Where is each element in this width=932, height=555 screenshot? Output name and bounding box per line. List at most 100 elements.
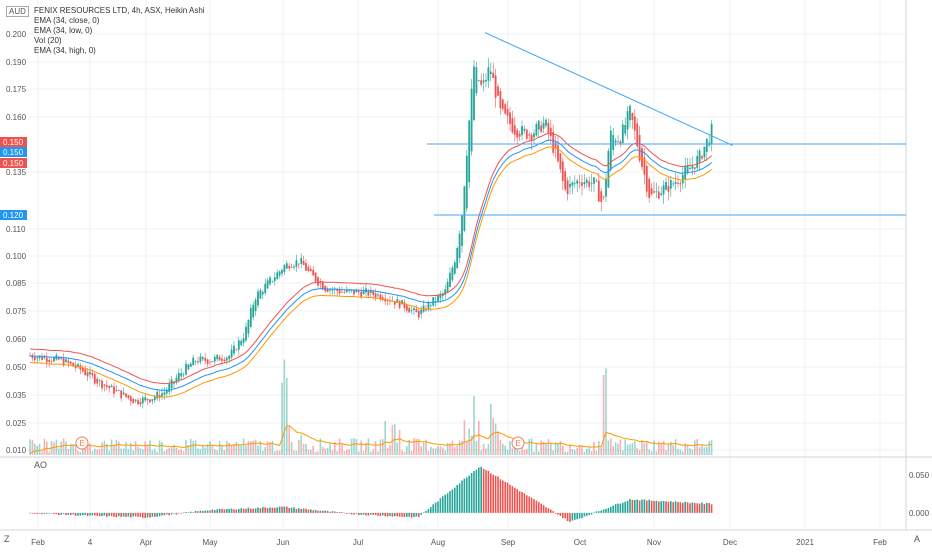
ao-bar xyxy=(610,506,612,513)
candle-body xyxy=(463,186,466,231)
candle-body xyxy=(230,349,233,358)
volume-bar xyxy=(590,451,593,455)
candle-body xyxy=(264,283,267,294)
candle-body xyxy=(209,361,211,363)
volume-bar xyxy=(578,444,581,455)
candles xyxy=(29,58,713,409)
ao-bar xyxy=(461,480,463,513)
ao-bar xyxy=(514,487,516,513)
volume-bar xyxy=(350,438,353,455)
ao-bar xyxy=(331,511,334,513)
ao-bar xyxy=(259,508,262,513)
ao-bar xyxy=(662,501,665,513)
volume-bar xyxy=(170,447,173,455)
ao-bar xyxy=(307,509,310,513)
volume-bar xyxy=(425,439,427,455)
ao-bar xyxy=(490,473,492,513)
ao-bar xyxy=(458,483,461,513)
candle-body xyxy=(110,385,113,388)
candle-body xyxy=(641,147,643,168)
ao-bar xyxy=(178,512,180,514)
volume-bar xyxy=(550,443,552,455)
price-badge-bg xyxy=(0,158,27,168)
x-tick-label: Feb xyxy=(873,538,887,547)
candle-body xyxy=(624,125,627,134)
candle-body xyxy=(401,300,403,305)
ao-bar xyxy=(161,512,163,516)
volume-bars xyxy=(29,359,713,455)
y-tick-label: 0.085 xyxy=(6,279,27,288)
legend-vol: Vol (20) xyxy=(34,36,62,45)
volume-bar xyxy=(72,444,74,455)
volume-bar xyxy=(67,448,70,455)
ao-bar xyxy=(82,512,84,516)
candle-body xyxy=(300,257,303,264)
y-tick-label: 0.010 xyxy=(6,446,27,455)
ao-bar xyxy=(466,477,468,513)
auto-scale-icon[interactable]: A xyxy=(914,534,921,544)
ema-high-line xyxy=(29,132,712,385)
volume-bar xyxy=(278,450,281,455)
ao-bar xyxy=(674,501,677,513)
ao-bar xyxy=(302,508,305,513)
candle-body xyxy=(141,397,144,404)
volume-bar xyxy=(646,441,648,455)
currency-label[interactable]: AUD xyxy=(6,6,29,17)
volume-bar xyxy=(182,451,185,455)
candle-body xyxy=(518,133,521,137)
candle-body xyxy=(67,360,70,363)
ao-bar xyxy=(348,512,350,514)
ao-bar xyxy=(324,510,326,513)
volume-bar xyxy=(518,450,521,455)
candle-body xyxy=(201,357,204,360)
candle-body xyxy=(504,104,507,114)
ao-bar xyxy=(60,512,62,515)
candle-body xyxy=(84,369,87,376)
volume-bar xyxy=(298,439,300,455)
ao-bar xyxy=(252,508,254,513)
candle-body xyxy=(545,119,547,126)
ao-bar xyxy=(545,507,547,513)
ao-bar xyxy=(235,509,238,513)
volume-bar xyxy=(480,450,482,455)
candle-body xyxy=(127,395,130,398)
ao-bar xyxy=(706,502,708,513)
ao-bar xyxy=(526,495,528,513)
volume-bar xyxy=(31,440,34,455)
candle-body xyxy=(619,141,622,145)
ao-bar xyxy=(36,512,38,514)
ao-bar xyxy=(691,502,694,513)
candle-body xyxy=(163,392,166,395)
y-tick-label: 0.050 xyxy=(6,363,27,372)
candle-body xyxy=(605,178,607,197)
volume-bar xyxy=(418,438,420,455)
ao-bar xyxy=(701,502,703,513)
volume-bar xyxy=(274,451,276,455)
volume-bar xyxy=(326,447,329,455)
volume-bar xyxy=(396,442,398,455)
y-axis-labels: 0.010 0.025 0.035 0.050 0.060 0.075 0.085 0.100… xyxy=(6,30,27,455)
candle-body xyxy=(552,131,555,153)
volume-bar xyxy=(516,449,518,455)
candle-body xyxy=(703,146,706,158)
ao-bar xyxy=(521,491,523,513)
volume-bar xyxy=(398,429,401,455)
candle-body xyxy=(573,183,576,185)
ao-bar xyxy=(158,512,161,517)
candle-body xyxy=(465,155,468,209)
candle-body xyxy=(197,361,199,363)
volume-bar xyxy=(302,443,305,455)
volume-bar xyxy=(355,439,358,455)
ao-bar xyxy=(271,507,274,513)
y-tick-label: 0.110 xyxy=(6,225,26,234)
ao-bar xyxy=(590,512,593,515)
volume-bar xyxy=(168,448,170,455)
volume-bar xyxy=(324,448,326,455)
volume-bar xyxy=(619,439,622,455)
volume-bar xyxy=(48,451,50,455)
ao-bar xyxy=(91,512,94,516)
zoom-icon[interactable]: Z xyxy=(4,534,10,544)
candle-body xyxy=(350,290,353,291)
volume-bar xyxy=(696,439,698,455)
